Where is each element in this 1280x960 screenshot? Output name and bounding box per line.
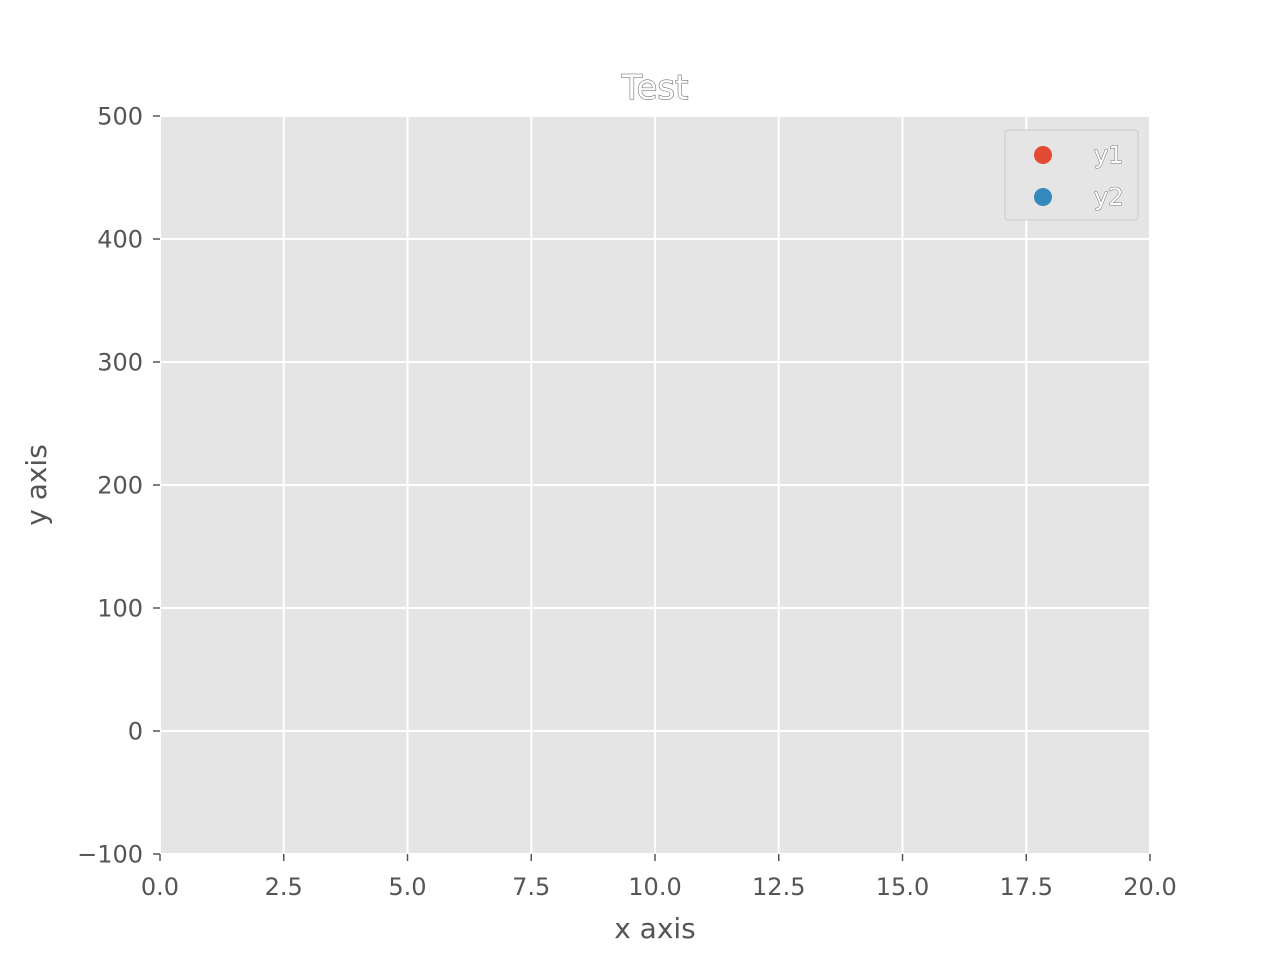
legend-label-y2: y2 [1094,183,1123,211]
x-tick-label: 17.5 [1000,873,1053,901]
x-tick-label: 0.0 [141,873,179,901]
y-tick-label: 500 [97,103,143,131]
y-ticks: −100 0 100 200 300 400 500 [77,103,160,869]
x-tick-label: 20.0 [1123,873,1176,901]
y-tick-label: 100 [97,595,143,623]
y-tick-label: 300 [97,349,143,377]
x-axis-label: x axis [614,912,696,945]
x-tick-label: 5.0 [388,873,426,901]
x-tick-label: 12.5 [752,873,805,901]
chart-title: Test [621,68,689,108]
y-tick-label: −100 [77,841,143,869]
legend-marker-y1 [1034,146,1052,164]
legend-label-y1: y1 [1094,141,1123,169]
y-tick-label: 400 [97,226,143,254]
y-tick-label: 200 [97,472,143,500]
x-tick-label: 10.0 [628,873,681,901]
x-ticks: 0.0 2.5 5.0 7.5 10.0 12.5 15.0 17.5 20.0 [141,854,1177,901]
y-tick-label: 0 [128,718,143,746]
legend: y1 y2 [1004,129,1139,221]
y-axis-label: y axis [20,444,53,526]
x-tick-label: 2.5 [265,873,303,901]
x-tick-label: 15.0 [876,873,929,901]
x-tick-label: 7.5 [512,873,550,901]
legend-marker-y2 [1034,188,1052,206]
